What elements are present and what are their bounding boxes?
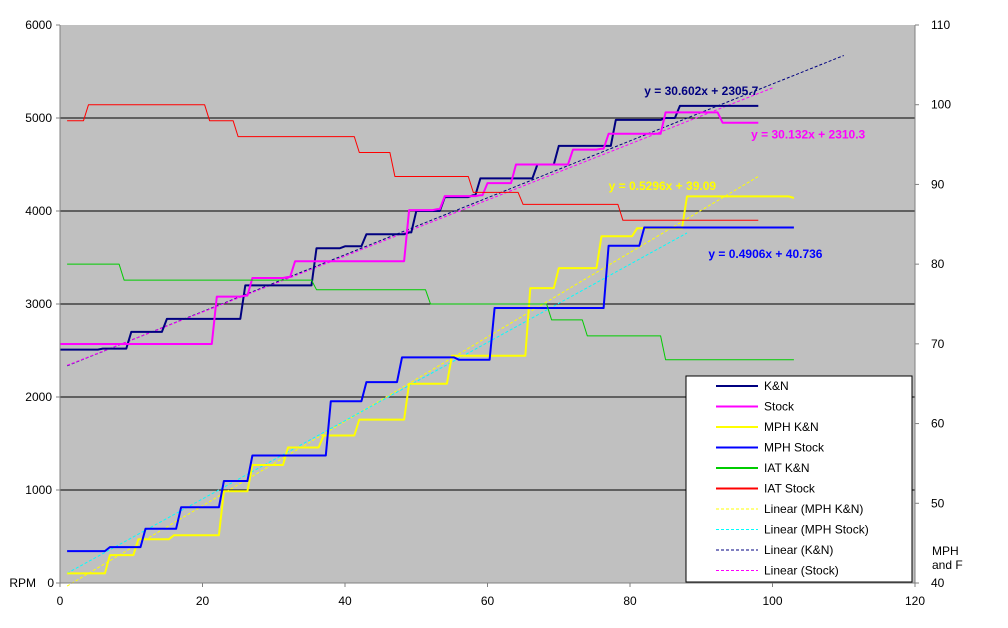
- right-tick-label: 40: [931, 576, 945, 590]
- legend-entry-lin_stock: Linear (Stock): [764, 564, 839, 578]
- right-tick-label: 80: [931, 257, 945, 271]
- left-tick-label: 4000: [25, 204, 52, 218]
- right-tick-label: 60: [931, 417, 945, 431]
- left-tick-label: 0: [47, 576, 54, 590]
- x-tick-label: 60: [481, 594, 495, 608]
- right-tick-label: 90: [931, 177, 945, 191]
- right-tick-label: 50: [931, 496, 945, 510]
- legend-entry-iat_stock: IAT Stock: [764, 482, 816, 496]
- series-lines: [60, 104, 795, 575]
- left-tick-label: 2000: [25, 390, 52, 404]
- legend-entry-mph_kn: MPH K&N: [764, 420, 819, 434]
- series-line-stock: [60, 111, 759, 345]
- x-tick-label: 20: [196, 594, 210, 608]
- x-tick-label: 40: [338, 594, 352, 608]
- legend: K&N Stock MPH K&N MPH Stock IAT K&N IAT Stock…: [685, 375, 913, 583]
- legend-entry-iat_kn: IAT K&N: [764, 461, 810, 475]
- right-axis-label: MPH and F: [932, 544, 963, 572]
- x-tick-label: 0: [57, 594, 64, 608]
- x-tick-label: 80: [623, 594, 637, 608]
- equation-annotations: y = 30.602x + 2305.7 y = 30.132x + 2310.3…: [609, 84, 866, 261]
- legend-box: [685, 375, 913, 583]
- trend-equation-1: y = 30.132x + 2310.3: [751, 127, 865, 141]
- legend-entry-kn: K&N: [764, 379, 789, 393]
- right-axis-label-line1: MPH: [932, 544, 959, 558]
- trendline-lin_mph_kn: [66, 176, 759, 587]
- trend-equation-0: y = 30.602x + 2305.7: [644, 84, 758, 98]
- right-axis-label-line2: and F: [932, 558, 963, 572]
- right-tick-label: 110: [931, 18, 950, 32]
- trendline-lin_mph_stock: [66, 232, 688, 574]
- left-tick-label: 1000: [25, 483, 52, 497]
- series-line-mph_stock: [67, 226, 794, 553]
- series-line-mph_kn: [67, 195, 795, 575]
- series-line-iat_kn: [67, 263, 794, 361]
- series-line-iat_stock: [67, 104, 759, 221]
- x-tick-label: 120: [905, 594, 925, 608]
- trendline-lin_kn: [66, 55, 844, 367]
- trend-equation-3: y = 0.4906x + 40.736: [708, 247, 822, 261]
- series-line-kn: [60, 104, 759, 351]
- legend-entry-lin_mph_kn: Linear (MPH K&N): [764, 502, 863, 516]
- legend-entry-lin_kn: Linear (K&N): [764, 543, 833, 557]
- legend-entry-stock: Stock: [764, 400, 795, 414]
- left-axis-label: RPM: [9, 576, 36, 590]
- trend-equation-2: y = 0.5296x + 39.09: [609, 179, 717, 193]
- left-tick-label: 6000: [25, 18, 52, 32]
- left-tick-label: 5000: [25, 111, 52, 125]
- legend-entry-mph_stock: MPH Stock: [764, 441, 825, 455]
- right-tick-label: 70: [931, 337, 945, 351]
- right-tick-label: 100: [931, 98, 951, 112]
- legend-entry-lin_mph_stock: Linear (MPH Stock): [764, 523, 869, 537]
- x-tick-label: 100: [762, 594, 782, 608]
- left-tick-label: 3000: [25, 297, 52, 311]
